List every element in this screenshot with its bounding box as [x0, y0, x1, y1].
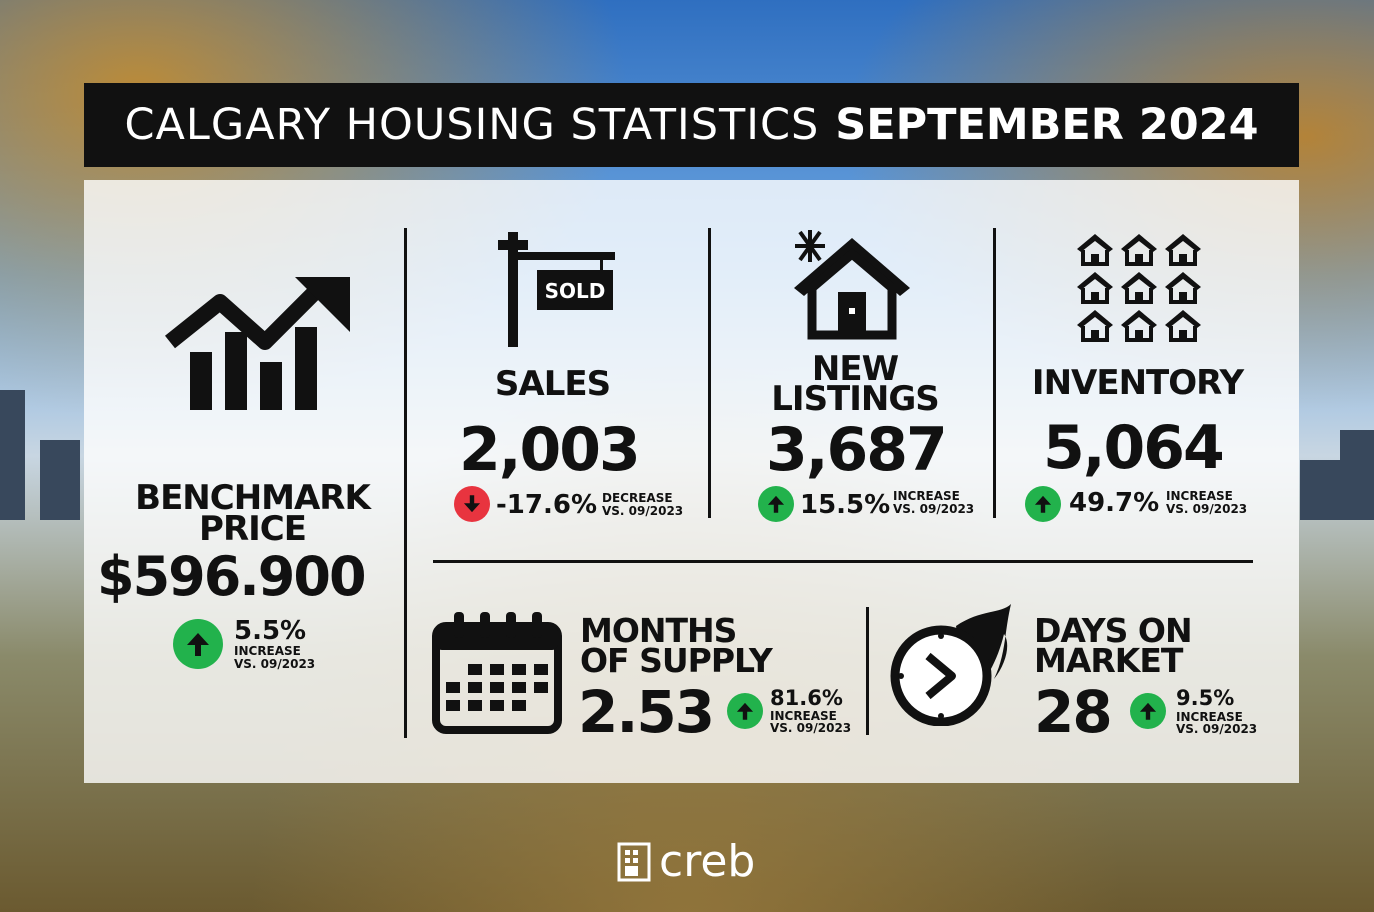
stats-panel: [84, 180, 1299, 783]
months-supply-label-2: OF SUPPLY: [580, 641, 773, 680]
sold-sign-icon: SOLD: [498, 232, 615, 347]
up-arrow-icon: [173, 619, 223, 669]
benchmark-note-2: VS. 09/2023: [234, 657, 316, 671]
fast-clock-icon: [890, 604, 1011, 726]
months-supply-value: 2.53: [578, 678, 715, 746]
new-listings-pct: 15.5%: [800, 490, 891, 520]
up-arrow-icon: [1025, 486, 1061, 522]
sales-label: SALES: [494, 364, 611, 404]
inventory-note-1: INCREASE: [1166, 489, 1233, 503]
divider: [866, 607, 869, 735]
up-arrow-icon: [758, 486, 794, 522]
days-market-note-2: VS. 09/2023: [1176, 722, 1258, 736]
creb-logo-text: creb: [659, 836, 756, 887]
sales-value: 2,003: [459, 415, 641, 485]
months-supply-note-2: VS. 09/2023: [770, 721, 852, 735]
days-market-pct: 9.5%: [1176, 686, 1235, 710]
sales-note-2: VS. 09/2023: [602, 504, 684, 518]
divider: [993, 228, 996, 518]
benchmark-note-1: INCREASE: [234, 644, 301, 658]
sales-note-1: DECREASE: [602, 491, 673, 505]
calendar-icon: [432, 612, 562, 734]
creb-logo: creb: [617, 836, 755, 887]
new-listings-label-1: NEW: [811, 349, 899, 389]
benchmark-label-1: BENCHMARK: [135, 478, 371, 518]
inventory-pct: 49.7%: [1069, 488, 1160, 518]
down-arrow-icon: [454, 486, 490, 522]
rising-chart-icon: [165, 277, 350, 410]
sales-pct: -17.6%: [496, 490, 597, 520]
months-supply-label-1: MONTHS: [580, 611, 737, 650]
days-market-label-1: DAYS ON: [1034, 611, 1193, 650]
benchmark-pct: 5.5%: [234, 616, 307, 646]
months-supply-note-1: INCREASE: [770, 709, 837, 723]
inventory-note-2: VS. 09/2023: [1166, 502, 1248, 516]
new-listings-value: 3,687: [766, 415, 948, 485]
divider: [708, 228, 711, 518]
months-supply-pct: 81.6%: [770, 686, 843, 710]
inventory-label: INVENTORY: [1031, 363, 1244, 403]
divider: [404, 228, 407, 738]
city-skyline: [0, 380, 1374, 520]
title-regular: CALGARY HOUSING STATISTICS: [124, 100, 820, 150]
up-arrow-icon: [1130, 693, 1166, 729]
up-arrow-icon: [727, 693, 763, 729]
days-market-label-2: MARKET: [1034, 641, 1183, 680]
title-bar: CALGARY HOUSING STATISTICS SEPTEMBER 202…: [84, 83, 1299, 167]
benchmark-value: $596.900: [97, 545, 367, 608]
days-market-note-1: INCREASE: [1176, 710, 1243, 724]
new-listings-note-2: VS. 09/2023: [893, 502, 975, 516]
sold-sign-text: SOLD: [545, 279, 606, 303]
divider: [433, 560, 1253, 563]
new-listings-note-1: INCREASE: [893, 489, 960, 503]
title-bold: SEPTEMBER 2024: [835, 100, 1259, 150]
new-listings-label-2: LISTINGS: [771, 379, 940, 419]
creb-logo-icon: [617, 842, 651, 881]
benchmark-label-2: PRICE: [199, 509, 307, 549]
inventory-value: 5,064: [1043, 413, 1225, 483]
houses-grid-icon: [1075, 232, 1203, 342]
new-house-icon: [794, 230, 910, 340]
days-market-value: 28: [1034, 678, 1113, 746]
